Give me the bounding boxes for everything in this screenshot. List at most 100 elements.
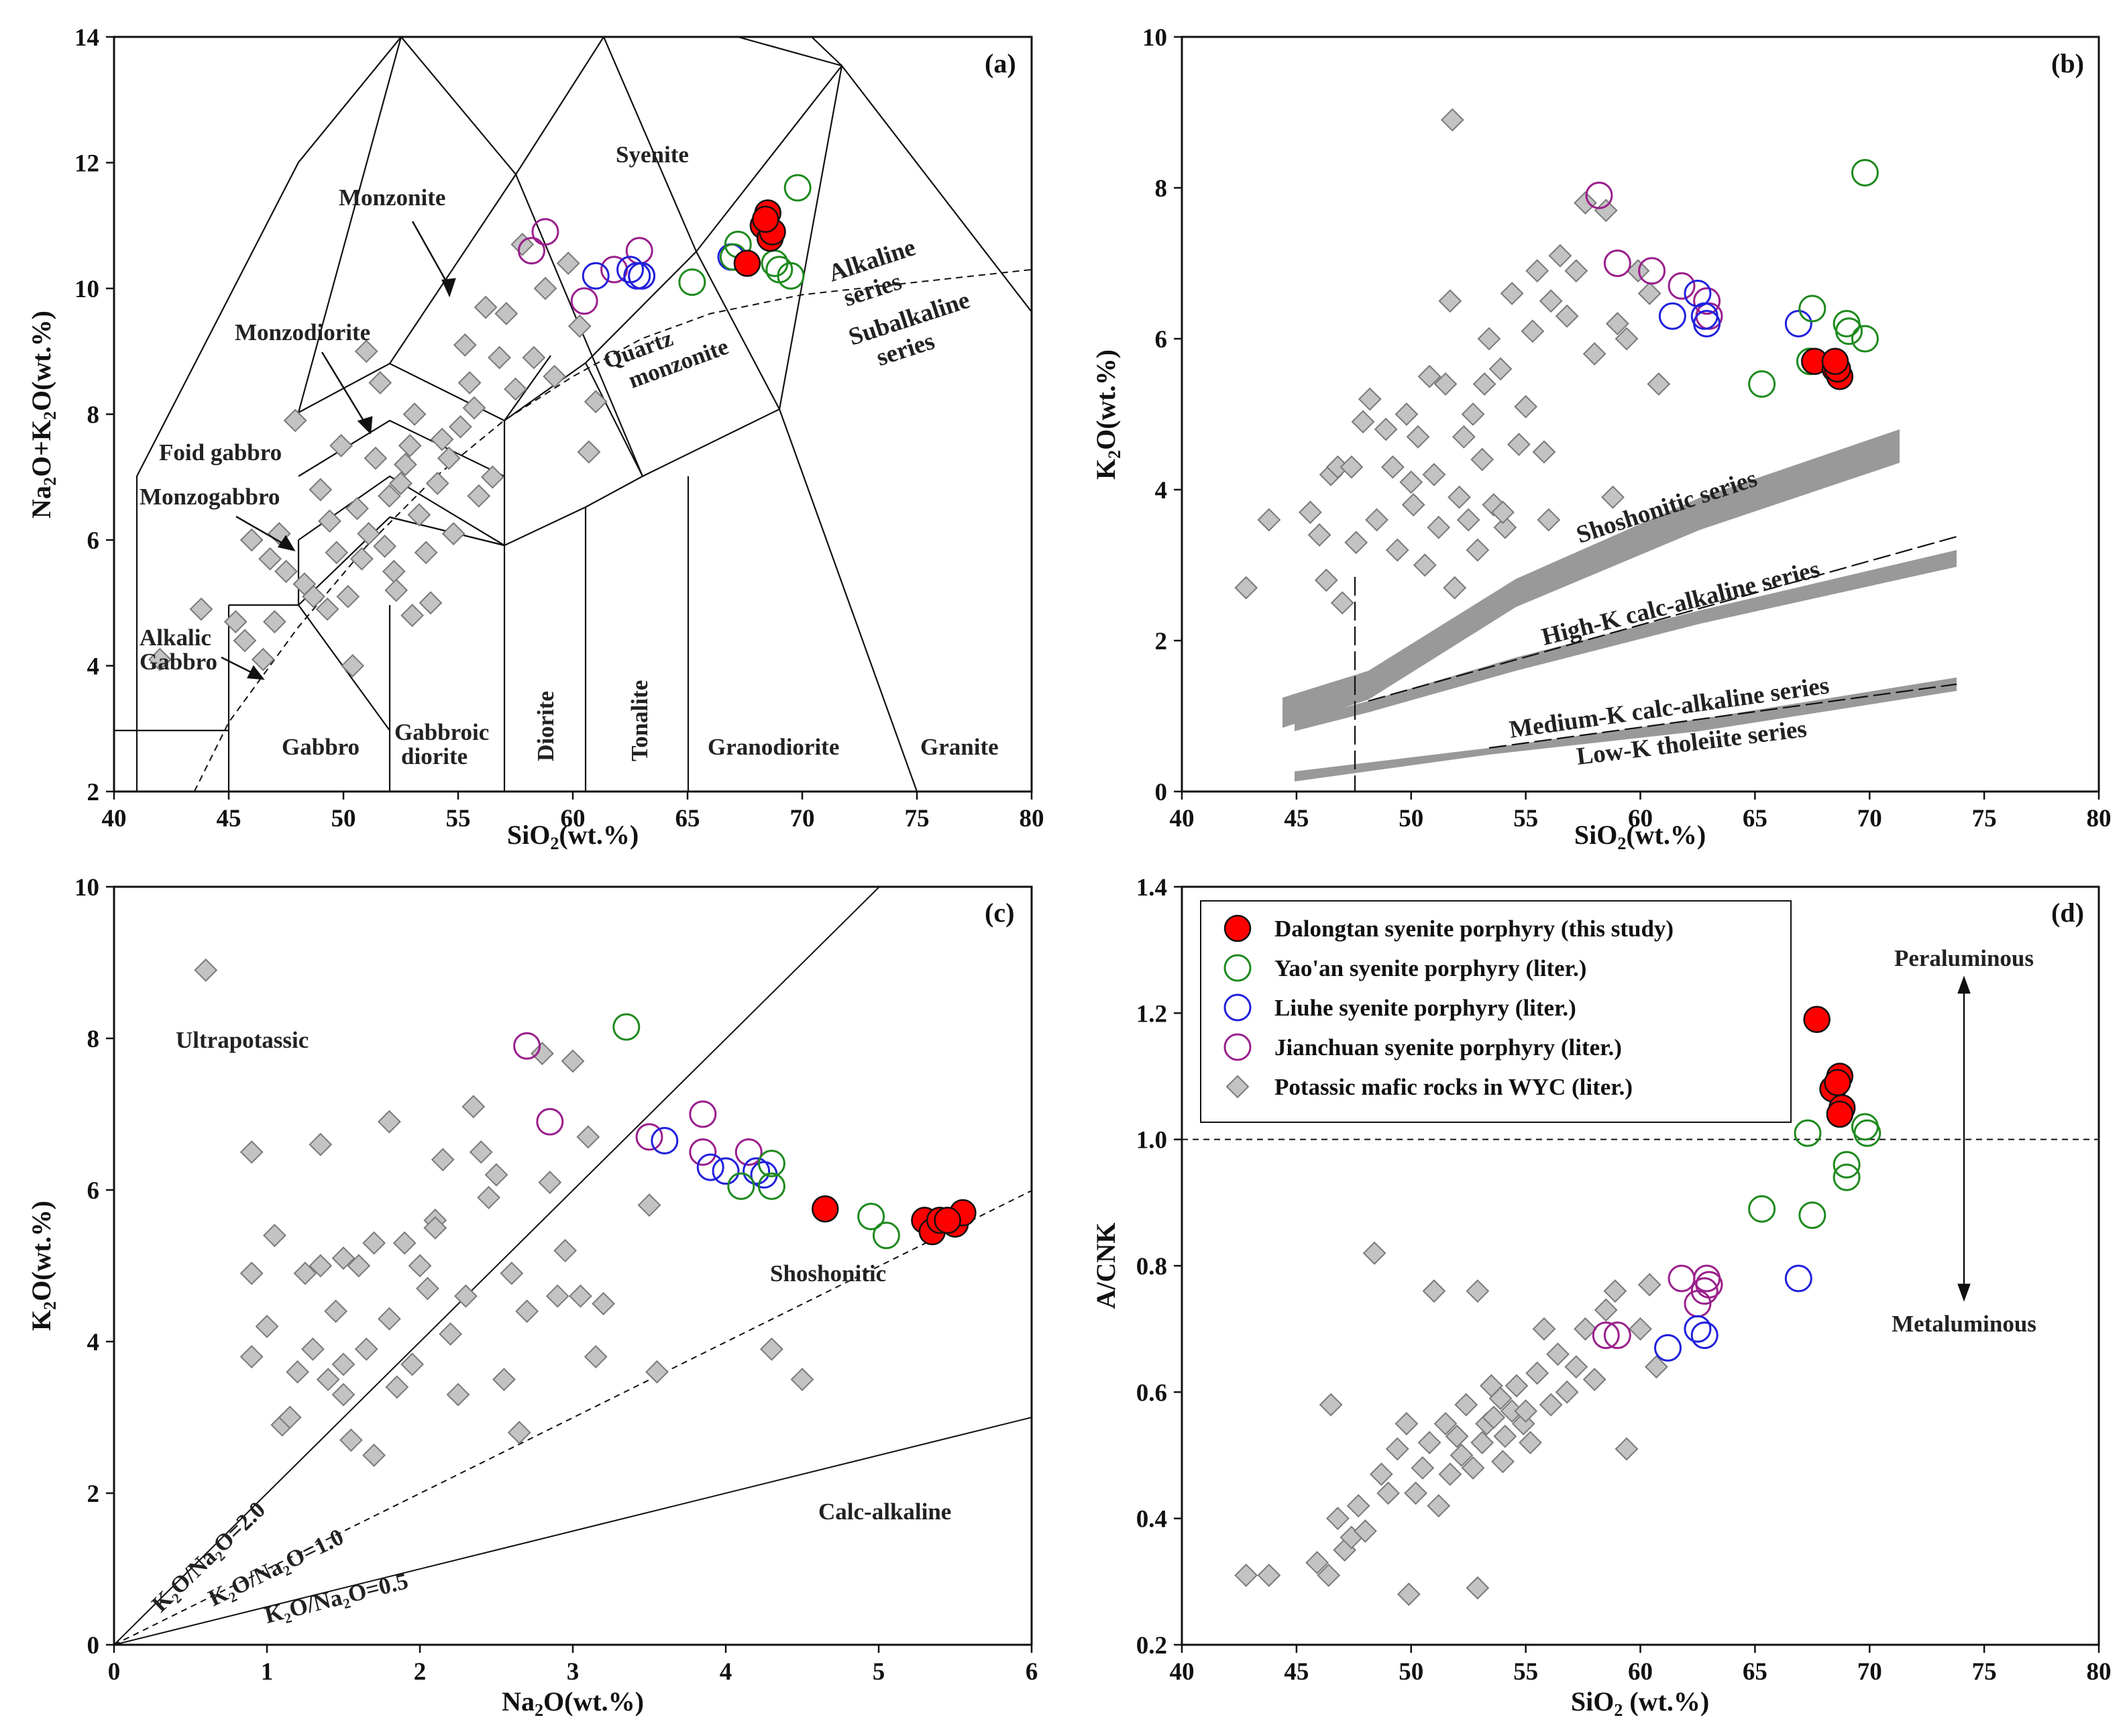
potassic-point [341,654,365,677]
y-tick-label: 6 [1155,326,1168,354]
potassic-point [1225,1075,1250,1099]
panel-b-xlabel: SiO2(wt.%) [1574,820,1706,853]
potassic-point [1456,508,1480,532]
jianchuan-point [536,1107,564,1136]
potassic-point [1615,327,1639,351]
x-tick-label: 55 [1513,1658,1538,1686]
potassic-point [1582,342,1606,366]
panel-b-ylabel: K2O(wt.%) [1091,349,1124,480]
x-tick-label: 50 [1399,1658,1423,1686]
potassic-point [645,1360,669,1384]
legend-label-yaoan: Yao'an syenite porphyry (liter.) [1274,955,1586,981]
jianchuan-point [635,1123,663,1151]
jianchuan-point [570,287,598,315]
potassic-point [1433,1412,1458,1435]
potassic-point [530,1042,554,1066]
legend-symbols [1223,914,1252,1099]
potassic-point [1257,1564,1281,1587]
x-tick-label: 65 [675,805,700,832]
potassic-point [309,1132,333,1156]
field-label-monzonite: Monzonite [339,184,445,211]
potassic-point [393,453,417,476]
potassic-point [1601,485,1625,509]
panel-a-tag: (a) [985,48,1016,78]
potassic-point [1539,289,1563,313]
potassic-point [239,528,264,552]
potassic-point [1605,312,1629,335]
potassic-point [1493,515,1517,539]
potassic-point [1537,508,1561,532]
potassic-point [1257,508,1281,532]
potassic-point [1539,1393,1563,1417]
potassic-point [1488,357,1513,381]
x-tick-label: 80 [2087,1658,2112,1686]
potassic-point [316,1368,340,1391]
potassic-point [1445,1424,1469,1448]
potassic-point [400,1352,425,1376]
potassic-point [1466,538,1490,562]
potassic-point [1314,568,1338,592]
potassic-point [194,958,218,982]
field-label-tonalite: Tonalite [626,680,653,761]
y-tick-label: 4 [87,653,100,681]
x-tick-label: 75 [1972,805,1997,832]
panel-b-points [1234,108,1879,615]
potassic-point [239,1261,264,1285]
jianchuan-point [531,218,559,246]
potassic-point [1406,425,1430,449]
x-tick-label: 60 [1628,805,1653,832]
potassic-point [1594,1298,1618,1322]
y-tick-label: 10 [74,276,99,303]
potassic-point [1500,282,1524,305]
field-label-granodiorite: Granodiorite [708,734,839,760]
panel-b-tag: (b) [2051,48,2084,78]
x-tick-label: 80 [2087,805,2112,832]
potassic-point [1438,1462,1462,1486]
potassic-point [1637,1272,1661,1297]
y-tick-label: 0.4 [1136,1506,1167,1533]
panel-c-tag: (c) [985,898,1014,928]
potassic-point [453,1284,478,1308]
dalongtan-point [1223,914,1252,942]
potassic-point [1317,1564,1341,1587]
panel-d-points [1234,1006,1881,1607]
y-tick-label: 4 [1155,477,1168,504]
y-tick-label: 1.4 [1136,874,1167,902]
potassic-point [385,1375,409,1399]
jianchuan-point [689,1138,717,1166]
potassic-point [392,1231,417,1255]
x-tick-label: 40 [102,805,127,832]
potassic-point [500,1261,524,1285]
x-tick-label: 5 [873,1658,885,1686]
potassic-point [449,415,472,439]
potassic-point [1385,538,1409,562]
y-tick-label: 0.6 [1136,1379,1167,1407]
potassic-point [1461,1456,1485,1480]
y-tick-label: 2 [87,1480,100,1508]
potassic-point [533,276,557,301]
liuhe-point [1784,310,1812,337]
yaoan-point [678,268,706,296]
panel-a-xlabel: SiO2(wt.%) [507,820,639,853]
panel-d-ylabel: A/CNK [1091,1223,1121,1309]
potassic-point [467,484,491,508]
yaoan-point [1798,1201,1826,1230]
potassic-point [325,541,349,565]
potassic-point [1365,508,1388,532]
jianchuan-point [600,256,629,284]
liuhe-point [582,262,610,290]
legend: Dalongtan syenite porphyry (this study) … [1200,900,1792,1123]
field-label-quartz-monzonite: Quartzmonzonite [600,308,732,399]
potassic-point [522,345,546,370]
potassic-point [1448,485,1471,509]
potassic-point [389,472,413,496]
potassic-point [423,1216,447,1240]
band-high-k [1295,550,1957,731]
potassic-point [1564,259,1588,283]
potassic-point [1404,1481,1427,1505]
potassic-point [1514,394,1538,419]
liuhe-point [651,1127,679,1155]
jianchuan-point [1668,272,1696,300]
potassic-point [510,232,535,256]
potassic-point [1470,447,1494,472]
